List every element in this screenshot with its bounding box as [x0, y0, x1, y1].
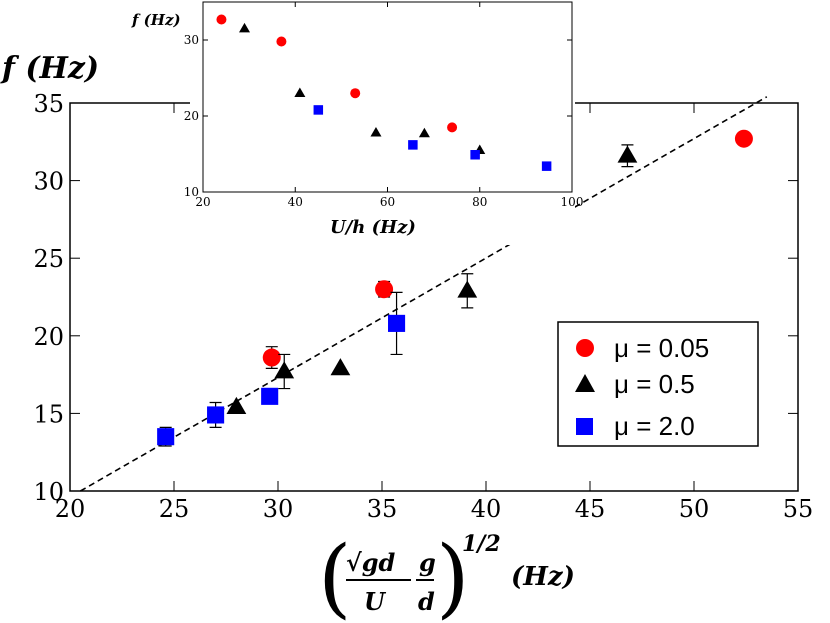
legend: μ = 0.05 μ = 0.5 μ = 2.0 — [557, 321, 759, 447]
inset-ytick-label: 10 — [184, 185, 199, 199]
inset-point-2-0 — [470, 150, 480, 160]
inset-point-2-0 — [541, 161, 552, 171]
inset-point-0-5 — [239, 22, 251, 33]
inset-point-0-05 — [276, 36, 287, 47]
inset-point-0-05 — [350, 88, 361, 99]
main-xtick-label: 50 — [679, 495, 710, 523]
xlabel-close-paren: ) — [436, 528, 470, 623]
legend-marker-mu-0-5 — [575, 374, 595, 392]
legend-marker-mu-2-0 — [576, 418, 593, 435]
main-point-0-05 — [734, 129, 753, 148]
main-ylabel: f (Hz) — [0, 51, 99, 86]
inset-point-2-0 — [408, 140, 418, 150]
inset-points-layer — [216, 14, 552, 171]
main-xtick-label: 30 — [263, 495, 294, 523]
main-xtick-label: 45 — [575, 495, 606, 523]
main-ytick-label: 35 — [33, 90, 64, 118]
main-ytick-label: 10 — [33, 478, 64, 506]
inset-xtick-label: 40 — [288, 195, 303, 209]
xlabel-denom-d: d — [418, 587, 435, 616]
main-xtick-label: 25 — [159, 495, 190, 523]
inset-point-0-5 — [418, 127, 430, 138]
main-point-0-05 — [375, 280, 394, 299]
xlabel-num-g: g — [419, 548, 436, 577]
main-point-0-5 — [617, 145, 638, 163]
inset-ytick-label: 30 — [184, 33, 199, 47]
main-ytick-label: 25 — [33, 245, 64, 273]
main-point-2-0 — [261, 387, 279, 405]
xlabel-sqrt-gd: √gd — [346, 548, 396, 577]
xlabel-denom-U: U — [364, 587, 387, 616]
xlabel-unit: (Hz) — [511, 562, 575, 592]
main-ticks-layer: 20 25 30 35 40 45 50 55 10 15 20 25 30 35 — [33, 90, 813, 523]
main-ytick-label: 30 — [33, 168, 64, 196]
inset-xtick-label: 20 — [195, 195, 210, 209]
main-point-2-0 — [157, 428, 175, 446]
main-xtick-label: 40 — [471, 495, 502, 523]
inset-ytick-label: 20 — [184, 109, 199, 123]
inset-point-0-05 — [216, 14, 227, 25]
inset-ylabel: f (Hz) — [131, 11, 181, 29]
main-point-0-5 — [226, 396, 247, 415]
main-fit-line-layer — [80, 96, 768, 492]
main-point-0-5 — [274, 361, 295, 379]
main-point-2-0 — [207, 406, 225, 424]
main-xtick-label: 20 — [55, 495, 86, 523]
legend-marker-mu-0-05 — [576, 339, 594, 357]
main-xlabel: ( √gd U g d ) 1/2 (Hz) — [318, 528, 575, 623]
inset-point-0-5 — [294, 87, 306, 97]
main-ytick-label: 20 — [33, 323, 64, 351]
main-fit-line — [80, 96, 768, 492]
inset-point-0-5 — [370, 127, 382, 137]
main-point-0-5 — [330, 358, 351, 376]
main-point-0-5 — [457, 280, 478, 298]
xlabel-open-paren: ( — [318, 528, 352, 623]
inset-xlabel: U/h (Hz) — [330, 217, 416, 238]
inset-point-0-05 — [447, 122, 458, 133]
inset-point-2-0 — [313, 105, 324, 115]
main-chart: 20 25 30 35 40 45 50 55 10 15 20 25 30 35 f (Hz) ( √g… — [0, 51, 813, 623]
xlabel-exponent: 1/2 — [462, 531, 501, 557]
inset-xtick-label: 60 — [380, 195, 395, 209]
inset-background — [190, 0, 575, 245]
main-point-2-0 — [388, 314, 406, 332]
main-points-layer — [157, 129, 753, 447]
main-xtick-label: 35 — [367, 495, 398, 523]
main-xtick-label: 55 — [783, 495, 814, 523]
inset-xtick-label: 100 — [561, 195, 584, 209]
legend-label-mu-2-0: μ = 2.0 — [614, 411, 695, 441]
inset-xtick-label: 80 — [472, 195, 487, 209]
legend-label-mu-0-5: μ = 0.5 — [614, 369, 695, 399]
main-point-0-05 — [262, 348, 281, 367]
legend-label-mu-0-05: μ = 0.05 — [614, 333, 709, 363]
main-ytick-label: 15 — [33, 400, 64, 428]
